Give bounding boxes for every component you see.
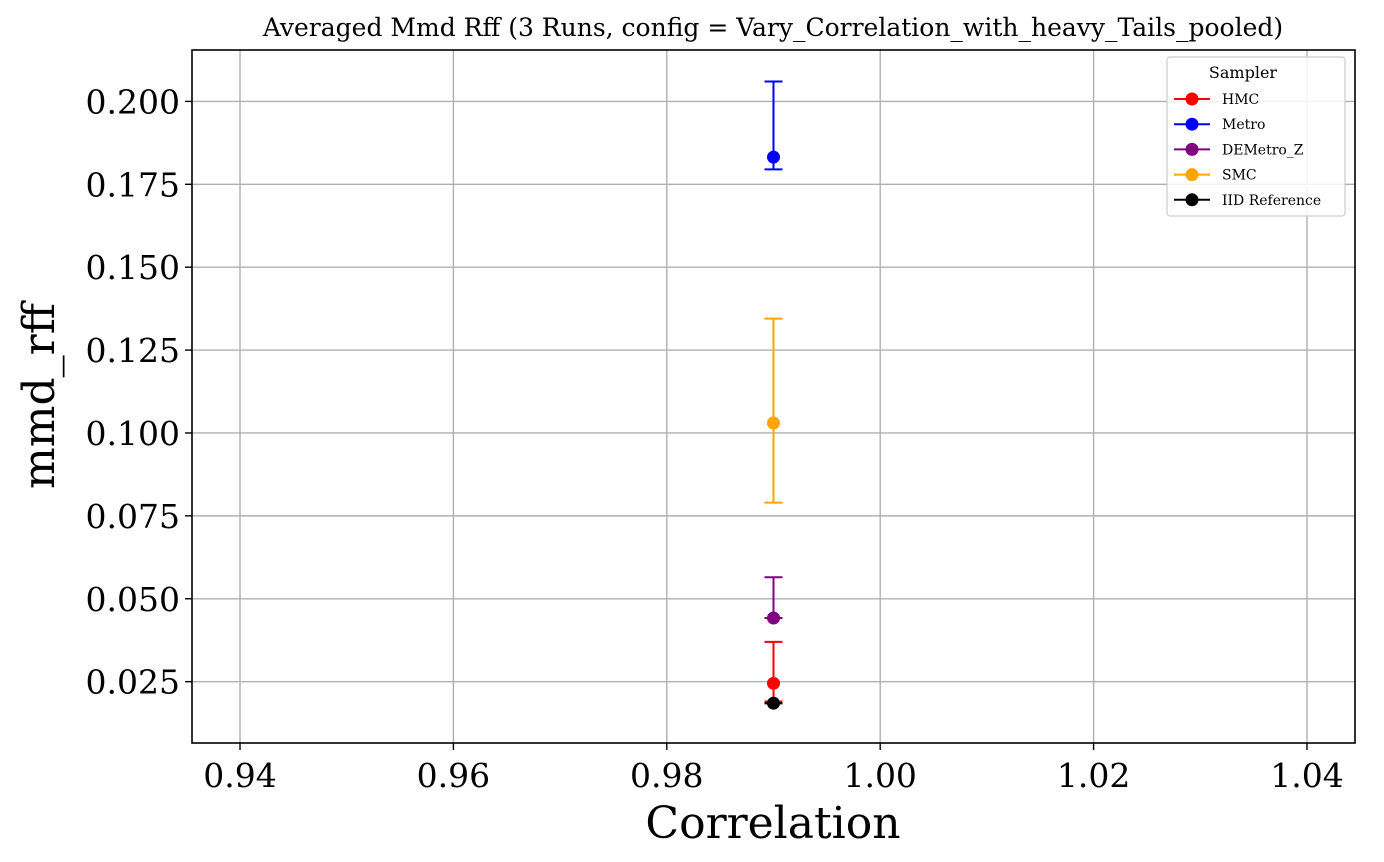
x-axis-label: Correlation — [645, 798, 900, 849]
legend-marker — [1185, 92, 1199, 106]
legend-label: IID Reference — [1222, 193, 1321, 209]
chart-title: Averaged Mmd Rff (3 Runs, config = Vary_… — [262, 13, 1283, 42]
legend-marker — [1185, 193, 1199, 207]
x-tick-label: 0.94 — [203, 756, 276, 795]
legend-item: HMC — [1174, 92, 1259, 108]
x-tick-label: 0.96 — [417, 756, 490, 795]
legend-item: Metro — [1174, 117, 1265, 133]
series-iid-reference — [764, 696, 783, 710]
data-point — [767, 696, 780, 710]
legend-item: DEMetro_Z — [1174, 142, 1304, 158]
y-tick-label: 0.075 — [86, 497, 180, 536]
y-tick-label: 0.200 — [86, 82, 180, 121]
y-tick-label: 0.025 — [86, 663, 180, 702]
legend-title: Sampler — [1209, 63, 1278, 82]
data-point — [767, 611, 780, 625]
legend-label: DEMetro_Z — [1222, 142, 1304, 158]
y-tick-label: 0.150 — [86, 248, 180, 287]
legend-label: SMC — [1222, 168, 1257, 184]
data-point — [767, 676, 780, 690]
y-tick-label: 0.050 — [86, 580, 180, 619]
plot-frame — [191, 49, 1356, 744]
legend-items: HMC Metro DEMetro_Z SMC IID Reference — [1174, 92, 1321, 209]
y-tick-label: 0.125 — [86, 331, 180, 370]
y-tick-label: 0.100 — [86, 414, 180, 453]
series-layer — [764, 80, 783, 710]
series-metro — [764, 80, 783, 171]
series-hmc — [764, 640, 783, 703]
legend-label: Metro — [1222, 117, 1265, 133]
axis-ticks: 0.94 0.96 0.98 1.00 1.02 1.04 0.025 0.050 0.075 0… — [86, 82, 1344, 795]
series-smc — [764, 317, 783, 504]
legend-item: SMC — [1174, 168, 1257, 184]
legend-item: IID Reference — [1174, 193, 1321, 209]
legend-marker — [1185, 142, 1199, 156]
x-tick-label: 1.00 — [843, 756, 916, 795]
y-axis-label: mmd_rff — [14, 300, 65, 489]
x-tick-label: 1.04 — [1270, 756, 1343, 795]
data-point — [767, 150, 780, 164]
legend-label: HMC — [1222, 92, 1259, 108]
y-tick-label: 0.175 — [86, 165, 180, 204]
legend-box — [1166, 56, 1346, 217]
x-tick-label: 0.98 — [630, 756, 703, 795]
x-tick-label: 1.02 — [1057, 756, 1130, 795]
series-demetro-z — [764, 576, 783, 625]
legend-marker — [1185, 117, 1199, 131]
data-point — [767, 416, 780, 430]
legend-marker — [1185, 168, 1199, 182]
legend: Sampler HMC Metro DEMetro_Z SMC IID Referenc… — [1166, 56, 1346, 217]
